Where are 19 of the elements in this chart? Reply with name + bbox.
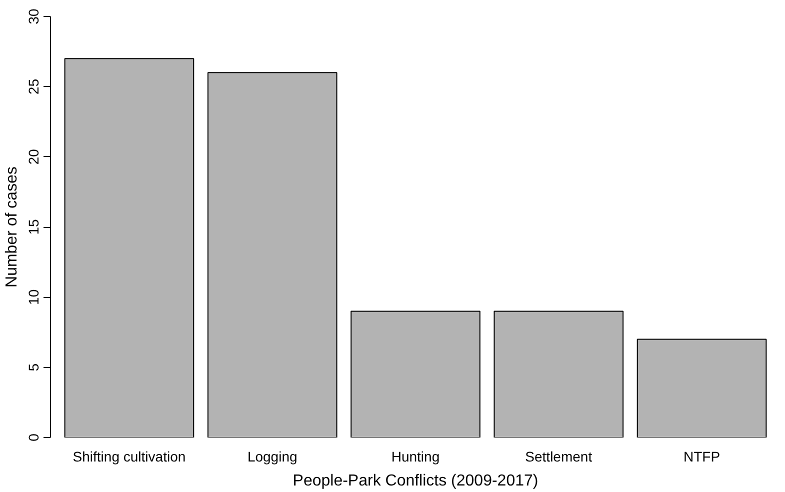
y-tick-label: 0 bbox=[26, 433, 42, 442]
y-tick-label: 25 bbox=[26, 78, 42, 94]
x-axis-title: People-Park Conflicts (2009-2017) bbox=[292, 472, 538, 490]
bar bbox=[636, 338, 767, 438]
y-tick-label: 20 bbox=[26, 148, 42, 165]
x-tick-label: Settlement bbox=[525, 448, 592, 464]
x-tick-label: Shifting cultivation bbox=[72, 448, 186, 464]
y-tick-label: 5 bbox=[26, 363, 42, 372]
x-tick-label: NTFP bbox=[684, 448, 720, 464]
y-axis-title: Number of cases bbox=[4, 166, 20, 288]
y-tick-label: 30 bbox=[26, 8, 42, 24]
bar bbox=[64, 58, 194, 438]
y-tick-label: 10 bbox=[26, 289, 42, 305]
bar bbox=[350, 310, 480, 438]
bar bbox=[207, 72, 338, 438]
x-tick-label: Hunting bbox=[391, 448, 440, 464]
x-tick-label: Logging bbox=[247, 448, 298, 464]
bar bbox=[494, 310, 624, 438]
y-tick-label: 15 bbox=[26, 219, 42, 235]
